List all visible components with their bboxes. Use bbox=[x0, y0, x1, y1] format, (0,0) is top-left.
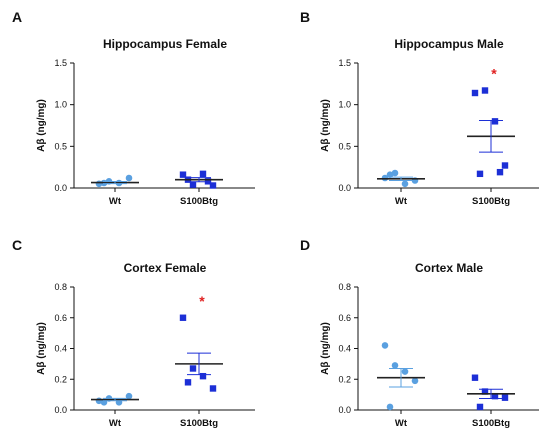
y-tick-label: 0.0 bbox=[54, 183, 67, 193]
data-point bbox=[179, 314, 187, 321]
data-point bbox=[476, 170, 484, 178]
data-point bbox=[496, 168, 504, 176]
y-axis-label: Aβ (ng/mg) bbox=[36, 322, 47, 375]
data-point bbox=[476, 403, 484, 411]
y-tick-label: 0.4 bbox=[54, 344, 67, 354]
data-point bbox=[381, 174, 389, 182]
data-point bbox=[125, 174, 133, 182]
x-tick-label: S100Btg bbox=[472, 418, 510, 429]
x-tick-label: S100Btg bbox=[472, 196, 510, 207]
y-tick-label: 0.8 bbox=[54, 282, 67, 292]
data-point bbox=[199, 170, 207, 178]
data-point bbox=[386, 171, 394, 178]
data-point bbox=[209, 182, 217, 189]
x-tick-label: S100Btg bbox=[180, 196, 218, 207]
data-point bbox=[199, 372, 207, 380]
y-tick-label: 0.6 bbox=[54, 313, 67, 323]
significance-star: * bbox=[491, 66, 497, 82]
data-point bbox=[125, 392, 133, 400]
data-point bbox=[401, 180, 409, 188]
data-point bbox=[471, 89, 479, 97]
data-point bbox=[391, 169, 399, 177]
y-tick-label: 0.5 bbox=[54, 141, 67, 151]
x-tick-label: Wt bbox=[109, 418, 122, 429]
data-point bbox=[189, 181, 197, 188]
data-point bbox=[189, 365, 197, 372]
y-tick-label: 0.0 bbox=[338, 405, 351, 415]
x-tick-label: S100Btg bbox=[180, 418, 218, 429]
data-point bbox=[401, 368, 409, 375]
chart-title: Hippocampus Male bbox=[394, 37, 504, 51]
data-point bbox=[481, 388, 489, 395]
panel-letter: A bbox=[12, 9, 22, 25]
panel-letter: B bbox=[300, 9, 310, 25]
data-point bbox=[381, 342, 389, 349]
y-tick-label: 0.2 bbox=[54, 374, 67, 384]
data-point bbox=[386, 403, 394, 411]
chart-title: Hippocampus Female bbox=[103, 37, 227, 51]
data-point bbox=[391, 362, 399, 369]
data-point bbox=[481, 87, 489, 94]
y-tick-label: 0.0 bbox=[54, 405, 67, 415]
y-axis-label: Aβ (ng/mg) bbox=[320, 99, 331, 152]
chart-title: Cortex Male bbox=[415, 261, 483, 275]
data-point bbox=[184, 379, 192, 386]
data-point bbox=[491, 118, 499, 125]
data-point bbox=[209, 385, 217, 392]
chart-title: Cortex Female bbox=[124, 261, 207, 275]
panel-letter: D bbox=[300, 237, 310, 253]
y-tick-label: 0.6 bbox=[338, 313, 351, 323]
data-point bbox=[501, 162, 509, 169]
data-point bbox=[411, 377, 419, 385]
y-tick-label: 1.5 bbox=[54, 58, 67, 68]
x-tick-label: Wt bbox=[109, 196, 122, 207]
y-tick-label: 0.5 bbox=[338, 141, 351, 151]
y-tick-label: 1.0 bbox=[54, 100, 67, 110]
y-tick-label: 1.5 bbox=[338, 58, 351, 68]
y-tick-label: 1.0 bbox=[338, 100, 351, 110]
y-tick-label: 0.8 bbox=[338, 282, 351, 292]
data-point bbox=[179, 171, 187, 178]
y-tick-label: 0.0 bbox=[338, 183, 351, 193]
data-point bbox=[471, 374, 479, 381]
x-tick-label: Wt bbox=[395, 418, 408, 429]
data-point bbox=[501, 394, 509, 401]
y-axis-label: Aβ (ng/mg) bbox=[36, 99, 47, 152]
panel-letter: C bbox=[12, 237, 22, 253]
x-tick-label: Wt bbox=[395, 196, 408, 207]
y-tick-label: 0.2 bbox=[338, 374, 351, 384]
y-tick-label: 0.4 bbox=[338, 344, 351, 354]
data-point bbox=[491, 392, 499, 400]
significance-star: * bbox=[199, 293, 205, 309]
y-axis-label: Aβ (ng/mg) bbox=[320, 322, 331, 375]
